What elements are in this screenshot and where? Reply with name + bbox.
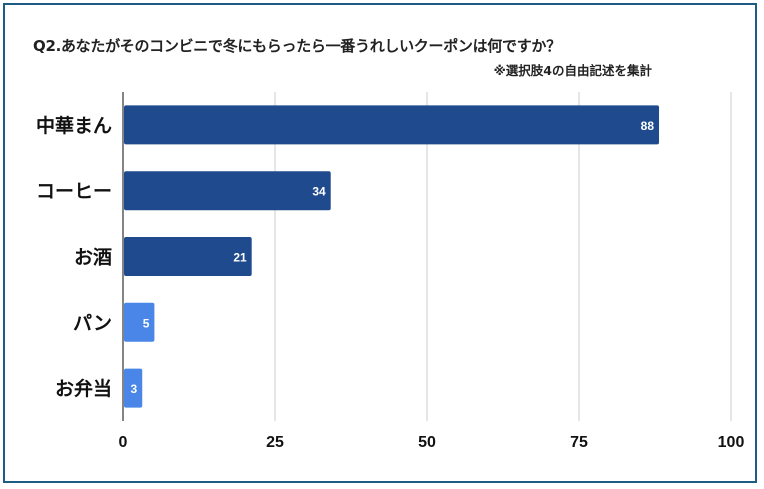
category-label-3: パン [73, 312, 112, 334]
data-label-0: 88 [641, 119, 655, 133]
x-tick-label-1: 25 [266, 434, 284, 451]
bar-2 [124, 237, 252, 276]
category-label-0: 中華まん [36, 114, 112, 137]
category-label-1: コーヒー [36, 181, 112, 203]
data-label-2: 21 [233, 251, 247, 265]
data-label-1: 34 [312, 185, 326, 199]
chart-title: Q2.あなたがそのコンビニで冬にもらったら一番うれしいクーポンは何ですか？ [33, 37, 561, 55]
data-label-3: 5 [143, 316, 150, 330]
category-label-4: お弁当 [55, 377, 112, 400]
x-tick-label-0: 0 [119, 434, 128, 451]
bar-4 [124, 368, 143, 408]
data-label-4: 3 [131, 382, 138, 396]
x-tick-label-2: 50 [418, 434, 436, 451]
category-label-2: お酒 [74, 247, 112, 269]
x-tick-label-4: 100 [718, 434, 745, 451]
chart-subtitle: ※選択肢4の自由記述を集計 [493, 63, 652, 78]
x-tick-label-3: 75 [570, 434, 588, 451]
bar-0 [124, 105, 660, 145]
bar-1 [124, 171, 331, 211]
bar-3 [124, 302, 155, 342]
